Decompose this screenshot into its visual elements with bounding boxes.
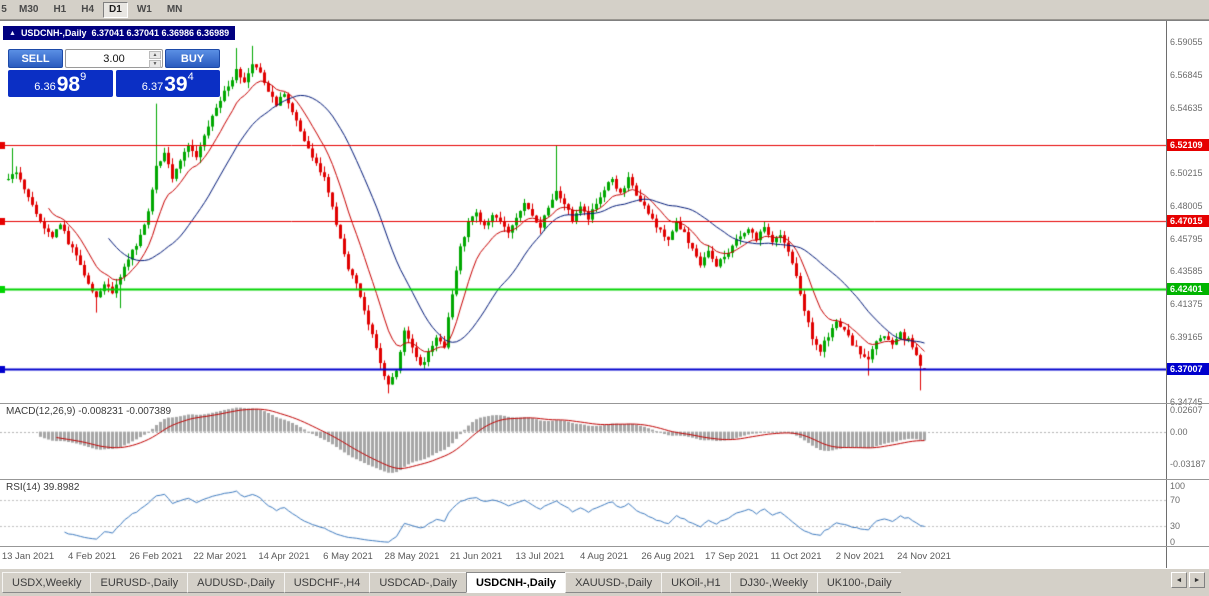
price-level-badge: 6.42401 (1167, 282, 1209, 295)
price-axis-tick: 6.59055 (1170, 37, 1203, 48)
chart-tabs: USDX,Weekly EURUSD-,Daily AUDUSD-,Daily USD… (2, 572, 901, 593)
chart-tab-dj30-weekly[interactable]: DJ30-,Weekly (729, 572, 818, 593)
chart-titlebar[interactable]: ▲ USDCNH-,Daily 6.37041 6.37041 6.36986 … (3, 26, 236, 40)
lot-size-value: 3.00 (103, 52, 125, 65)
time-axis-label: 4 Feb 2021 (67, 551, 117, 562)
price-level-badge: 6.52109 (1167, 139, 1209, 151)
buy-price-prefix: 6.37 (141, 81, 164, 93)
chart-ohlc-values: 6.37041 6.37041 6.36986 6.36989 (91, 28, 230, 38)
time-axis-label: 17 Sep 2021 (705, 551, 759, 562)
time-axis-label: 24 Nov 2021 (897, 551, 951, 562)
timeframe-button-h4[interactable]: H4 (81, 4, 95, 15)
chart-tab-ukoil-h1[interactable]: UKOil-,H1 (661, 572, 731, 593)
rsi-panel-splitter[interactable] (0, 479, 1209, 480)
macd-panel-splitter[interactable] (0, 403, 1209, 404)
timeframe-toolbar: 5 M30 H1 H4 D1 W1 MN (0, 0, 1209, 20)
buy-price-big: 39 (164, 73, 188, 96)
tabs-scroll-right-button[interactable]: ► (1189, 572, 1205, 588)
one-click-price-row: 6.36 98 9 6.37 39 4 (8, 70, 220, 97)
rsi-axis-tick: 30 (1170, 521, 1181, 532)
timeframe-button-d1[interactable]: D1 (103, 1, 128, 18)
time-axis-label: 2 Nov 2021 (835, 551, 885, 562)
chart-plot-area[interactable] (0, 21, 1166, 568)
price-axis-tick: 6.34745 (1170, 397, 1203, 407)
time-axis-label: 13 Jan 2021 (1, 551, 55, 562)
lot-decrease-button[interactable]: ▼ (149, 60, 161, 68)
lot-size-stepper: ▲ ▼ (149, 51, 161, 68)
time-axis-label: 26 Feb 2021 (129, 551, 183, 562)
time-axis-label: 26 Aug 2021 (641, 551, 695, 562)
chart-tab-usdcnh-daily[interactable]: USDCNH-,Daily (465, 572, 567, 593)
price-axis-tick: 6.45795 (1170, 233, 1203, 244)
timeframe-button-mn[interactable]: MN (166, 4, 183, 15)
buy-price-pip: 4 (187, 71, 194, 83)
price-axis-tick: 6.43585 (1170, 266, 1203, 277)
macd-indicator-label: MACD(12,26,9) -0.008231 -0.007389 (4, 406, 174, 417)
chart-window: ▲ USDCNH-,Daily 6.37041 6.37041 6.36986 … (0, 20, 1209, 568)
buy-button[interactable]: BUY (165, 49, 220, 68)
macd-axis-tick: 0.00 (1170, 426, 1188, 437)
chart-tab-audusd-daily[interactable]: AUDUSD-,Daily (187, 572, 285, 593)
tabs-scroll-left-button[interactable]: ◄ (1171, 572, 1187, 588)
timeframe-button-5[interactable]: 5 (1, 4, 7, 15)
rsi-axis-tick: 0 (1170, 537, 1176, 547)
time-axis-label: 13 Jul 2021 (515, 551, 565, 562)
time-axis-label: 14 Apr 2021 (258, 551, 310, 562)
lot-size-field[interactable]: 3.00 ▲ ▼ (65, 49, 163, 68)
one-click-order-row: SELL 3.00 ▲ ▼ BUY (8, 49, 220, 68)
lot-increase-button[interactable]: ▲ (149, 51, 161, 59)
one-click-trading-panel: SELL 3.00 ▲ ▼ BUY 6.36 98 9 6.37 (8, 49, 220, 97)
sell-price-pip: 9 (80, 71, 87, 83)
sell-price-prefix: 6.36 (34, 81, 56, 93)
sell-button[interactable]: SELL (8, 49, 63, 68)
timeframe-button-w1[interactable]: W1 (136, 4, 152, 15)
chart-symbol-label: USDCNH-,Daily (20, 28, 87, 38)
price-axis-tick: 6.48005 (1170, 200, 1203, 211)
time-axis[interactable]: 13 Jan 2021 4 Feb 2021 26 Feb 2021 22 Mar 2… (0, 547, 1166, 568)
timeframe-button-m30[interactable]: M30 (19, 4, 39, 15)
chart-tab-usdcad-daily[interactable]: USDCAD-,Daily (369, 572, 467, 593)
macd-axis-tick: -0.03187 (1170, 458, 1206, 469)
price-axis-tick: 6.41375 (1170, 299, 1203, 310)
macd-axis-tick: 0.02607 (1170, 405, 1203, 415)
chart-tab-uk100-daily[interactable]: UK100-,Daily (816, 572, 901, 593)
sell-price-big: 98 (56, 73, 81, 96)
chart-tabbar: USDX,Weekly EURUSD-,Daily AUDUSD-,Daily USD… (0, 567, 1209, 596)
sell-price-button[interactable]: 6.36 98 9 (8, 70, 113, 97)
price-axis-tick: 6.50215 (1170, 168, 1203, 179)
rsi-axis-tick: 70 (1170, 494, 1181, 505)
time-axis-label: 4 Aug 2021 (579, 551, 629, 562)
price-axis-tick: 6.39165 (1170, 331, 1203, 342)
time-axis-label: 6 May 2021 (323, 551, 373, 562)
rsi-axis-tick: 100 (1170, 481, 1186, 491)
time-axis-label: 22 Mar 2021 (193, 551, 247, 562)
chart-tab-usdx-weekly[interactable]: USDX,Weekly (2, 572, 92, 593)
tab-navigation: ◄ ► (1171, 572, 1205, 588)
price-level-badge: 6.47015 (1167, 214, 1209, 227)
chart-tab-xauusd-daily[interactable]: XAUUSD-,Daily (565, 572, 663, 593)
chart-tab-usdchf-h4[interactable]: USDCHF-,H4 (283, 572, 371, 593)
price-level-badge: 6.37007 (1167, 362, 1209, 375)
buy-price-button[interactable]: 6.37 39 4 (115, 70, 220, 97)
chart-tab-eurusd-daily[interactable]: EURUSD-,Daily (90, 572, 189, 593)
price-axis[interactable]: 6.59055 6.56845 6.54635 6.50215 6.48005 6.457… (1166, 21, 1209, 568)
time-axis-label: 11 Oct 2021 (770, 551, 822, 562)
time-axis-label: 28 May 2021 (384, 551, 440, 562)
timeframe-button-h1[interactable]: H1 (53, 4, 67, 15)
price-axis-tick: 6.56845 (1170, 69, 1203, 80)
price-axis-tick: 6.54635 (1170, 102, 1203, 113)
time-axis-label: 21 Jun 2021 (449, 551, 503, 562)
time-axis-splitter[interactable] (0, 546, 1209, 547)
chart-direction-icon: ▲ (9, 29, 16, 37)
rsi-indicator-label: RSI(14) 39.8982 (4, 482, 82, 493)
